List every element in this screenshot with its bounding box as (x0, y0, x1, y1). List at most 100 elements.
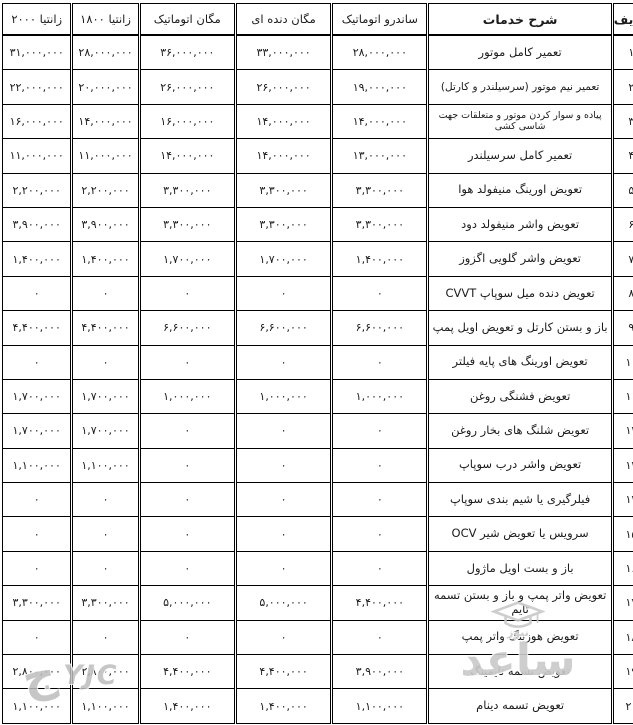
price-cell-megan-auto: ۴,۴۰۰,۰۰۰ (137, 654, 237, 690)
price-cell-xantia-1800: ۱,۱۰۰,۰۰۰ (70, 447, 141, 484)
price-cell-xantia-1800: ۰ (70, 619, 141, 656)
price-cell-sandero-auto: ۱,۱۰۰,۰۰۰ (330, 688, 430, 724)
table-row: ۸ تعویض دنده میل سوپاپ CVVT ۰ ۰ ۰ ۰ ۰ (1, 275, 633, 312)
row-number-cell: ۱۲ (610, 413, 633, 449)
col-header-megan-manual: مگان دنده ای (233, 3, 334, 36)
row-number-cell: ۱۹ (610, 654, 633, 690)
price-cell-xantia-1800: ۴,۴۰۰,۰۰۰ (70, 310, 141, 346)
price-cell-megan-manual: ۱۴,۰۰۰,۰۰۰ (233, 138, 334, 174)
price-cell-sandero-auto: ۰ (330, 619, 430, 656)
row-number-cell: ۱۵ (610, 516, 633, 552)
price-cell-sandero-auto: ۰ (330, 550, 430, 587)
price-cell-xantia-2000: ۳,۹۰۰,۰۰۰ (1, 206, 74, 243)
price-cell-xantia-1800: ۲۰,۰۰۰,۰۰۰ (70, 69, 141, 105)
price-cell-megan-manual: ۳,۳۰۰,۰۰۰ (233, 172, 334, 208)
price-cell-sandero-auto: ۴,۴۰۰,۰۰۰ (330, 585, 430, 621)
price-cell-megan-auto: ۰ (137, 447, 237, 484)
table-row: ۲۰ تعویض تسمه دینام ۱,۱۰۰,۰۰۰ ۱,۴۰۰,۰۰۰ … (1, 688, 633, 724)
price-cell-megan-manual: ۰ (233, 550, 334, 587)
row-number-cell: ۱۶ (610, 550, 633, 587)
service-description-cell: تعویض هوزینگ واتر پمپ (426, 619, 614, 656)
price-cell-xantia-1800: ۱,۷۰۰,۰۰۰ (70, 413, 141, 449)
col-header-xantia-1800: زانتیا ۱۸۰۰ (70, 3, 141, 36)
table-row: ۱۸ تعویض هوزینگ واتر پمپ ۰ ۰ ۰ ۰ ۰ (1, 619, 633, 656)
price-cell-sandero-auto: ۳,۳۰۰,۰۰۰ (330, 172, 430, 208)
row-number-cell: ۱۸ (610, 619, 633, 656)
price-cell-megan-auto: ۱,۴۰۰,۰۰۰ (137, 688, 237, 724)
col-header-sandero-auto: ساندرو اتوماتیک (330, 3, 430, 36)
price-cell-xantia-2000: ۰ (1, 516, 74, 552)
price-cell-xantia-2000: ۱,۱۰۰,۰۰۰ (1, 688, 74, 724)
service-description-cell: تعویض اورینگ منیفولد هوا (426, 172, 614, 208)
service-description-cell: تعویض فشنگی روغن (426, 378, 614, 415)
service-description-cell: تعویض واشر گلویی اگزوز (426, 241, 614, 277)
header-row: ردیف شرح خدمات ساندرو اتوماتیک مگان دنده… (1, 3, 633, 36)
price-cell-sandero-auto: ۲۸,۰۰۰,۰۰۰ (330, 34, 430, 71)
price-cell-megan-manual: ۲۶,۰۰۰,۰۰۰ (233, 69, 334, 105)
service-description-cell: سرویس یا تعویض شیر OCV (426, 516, 614, 552)
table-row: ۱ تعمیر کامل موتور ۲۸,۰۰۰,۰۰۰ ۳۳,۰۰۰,۰۰۰… (1, 34, 633, 71)
price-cell-megan-manual: ۳,۳۰۰,۰۰۰ (233, 206, 334, 243)
row-number-cell: ۱۴ (610, 482, 633, 518)
col-header-row-number: ردیف (610, 3, 633, 36)
price-cell-sandero-auto: ۳,۹۰۰,۰۰۰ (330, 654, 430, 690)
service-description-cell: فیلرگیری یا شیم بندی سوپاپ (426, 482, 614, 518)
price-cell-xantia-2000: ۲,۲۰۰,۰۰۰ (1, 172, 74, 208)
price-cell-xantia-2000: ۱,۷۰۰,۰۰۰ (1, 378, 74, 415)
row-number-cell: ۲ (610, 69, 633, 105)
table-row: ۲ تعمیر نیم موتور (سرسیلندر و کارتل) ۱۹,… (1, 69, 633, 105)
service-description-cell: تعویض شلنگ های بخار روغن (426, 413, 614, 449)
service-description-cell: تعویض واشر منیفولد دود (426, 206, 614, 243)
row-number-cell: ۳ (610, 103, 633, 140)
col-header-megan-auto: مگان اتوماتیک (137, 3, 237, 36)
price-cell-xantia-1800: ۰ (70, 275, 141, 312)
price-cell-xantia-2000: ۳۱,۰۰۰,۰۰۰ (1, 34, 74, 71)
price-cell-sandero-auto: ۰ (330, 516, 430, 552)
price-cell-xantia-1800: ۰ (70, 482, 141, 518)
price-cell-xantia-2000: ۱,۱۰۰,۰۰۰ (1, 447, 74, 484)
price-cell-xantia-1800: ۳,۳۰۰,۰۰۰ (70, 585, 141, 621)
row-number-cell: ۱۱ (610, 378, 633, 415)
table-row: ۱۶ باز و بست اویل ماژول ۰ ۰ ۰ ۰ ۰ (1, 550, 633, 587)
price-cell-sandero-auto: ۶,۶۰۰,۰۰۰ (330, 310, 430, 346)
price-cell-megan-auto: ۶,۶۰۰,۰۰۰ (137, 310, 237, 346)
price-cell-megan-manual: ۰ (233, 447, 334, 484)
price-cell-megan-manual: ۳۳,۰۰۰,۰۰۰ (233, 34, 334, 71)
price-cell-megan-manual: ۰ (233, 275, 334, 312)
price-cell-sandero-auto: ۱۴,۰۰۰,۰۰۰ (330, 103, 430, 140)
row-number-cell: ۷ (610, 241, 633, 277)
price-cell-sandero-auto: ۰ (330, 275, 430, 312)
row-number-cell: ۱۳ (610, 447, 633, 484)
service-description-cell: تعویض واشر درب سوپاپ (426, 447, 614, 484)
price-cell-megan-auto: ۰ (137, 516, 237, 552)
price-cell-megan-manual: ۵,۰۰۰,۰۰۰ (233, 585, 334, 621)
table-row: ۱۹ تعویض تسمه تایمینگ ۳,۹۰۰,۰۰۰ ۴,۴۰۰,۰۰… (1, 654, 633, 690)
price-cell-sandero-auto: ۰ (330, 344, 430, 380)
price-cell-xantia-2000: ۱۱,۰۰۰,۰۰۰ (1, 138, 74, 174)
row-number-cell: ۱۷ (610, 585, 633, 621)
price-cell-xantia-1800: ۰ (70, 344, 141, 380)
price-cell-xantia-2000: ۰ (1, 482, 74, 518)
table-row: ۷ تعویض واشر گلویی اگزوز ۱,۴۰۰,۰۰۰ ۱,۷۰۰… (1, 241, 633, 277)
price-cell-xantia-2000: ۱۶,۰۰۰,۰۰۰ (1, 103, 74, 140)
table-row: ۶ تعویض واشر منیفولد دود ۳,۳۰۰,۰۰۰ ۳,۳۰۰… (1, 206, 633, 243)
price-cell-sandero-auto: ۱,۰۰۰,۰۰۰ (330, 378, 430, 415)
service-price-table: ردیف شرح خدمات ساندرو اتوماتیک مگان دنده… (1, 3, 633, 724)
price-cell-xantia-2000: ۰ (1, 344, 74, 380)
price-cell-sandero-auto: ۳,۳۰۰,۰۰۰ (330, 206, 430, 243)
price-cell-megan-auto: ۳,۳۰۰,۰۰۰ (137, 206, 237, 243)
price-cell-megan-auto: ۰ (137, 550, 237, 587)
table-row: ۱۱ تعویض فشنگی روغن ۱,۰۰۰,۰۰۰ ۱,۰۰۰,۰۰۰ … (1, 378, 633, 415)
price-cell-megan-manual: ۶,۶۰۰,۰۰۰ (233, 310, 334, 346)
price-cell-xantia-2000: ۲۲,۰۰۰,۰۰۰ (1, 69, 74, 105)
price-cell-sandero-auto: ۰ (330, 482, 430, 518)
price-cell-xantia-2000: ۴,۴۰۰,۰۰۰ (1, 310, 74, 346)
price-cell-megan-auto: ۱,۰۰۰,۰۰۰ (137, 378, 237, 415)
price-cell-sandero-auto: ۱۹,۰۰۰,۰۰۰ (330, 69, 430, 105)
price-cell-xantia-1800: ۱,۷۰۰,۰۰۰ (70, 378, 141, 415)
table-row: ۹ باز و بستن کارتل و تعویض اویل پمپ ۶,۶۰… (1, 310, 633, 346)
row-number-cell: ۲۰ (610, 688, 633, 724)
price-cell-xantia-1800: ۱۱,۰۰۰,۰۰۰ (70, 138, 141, 174)
service-description-cell: تعمیر کامل موتور (426, 34, 614, 71)
price-cell-megan-manual: ۱,۰۰۰,۰۰۰ (233, 378, 334, 415)
